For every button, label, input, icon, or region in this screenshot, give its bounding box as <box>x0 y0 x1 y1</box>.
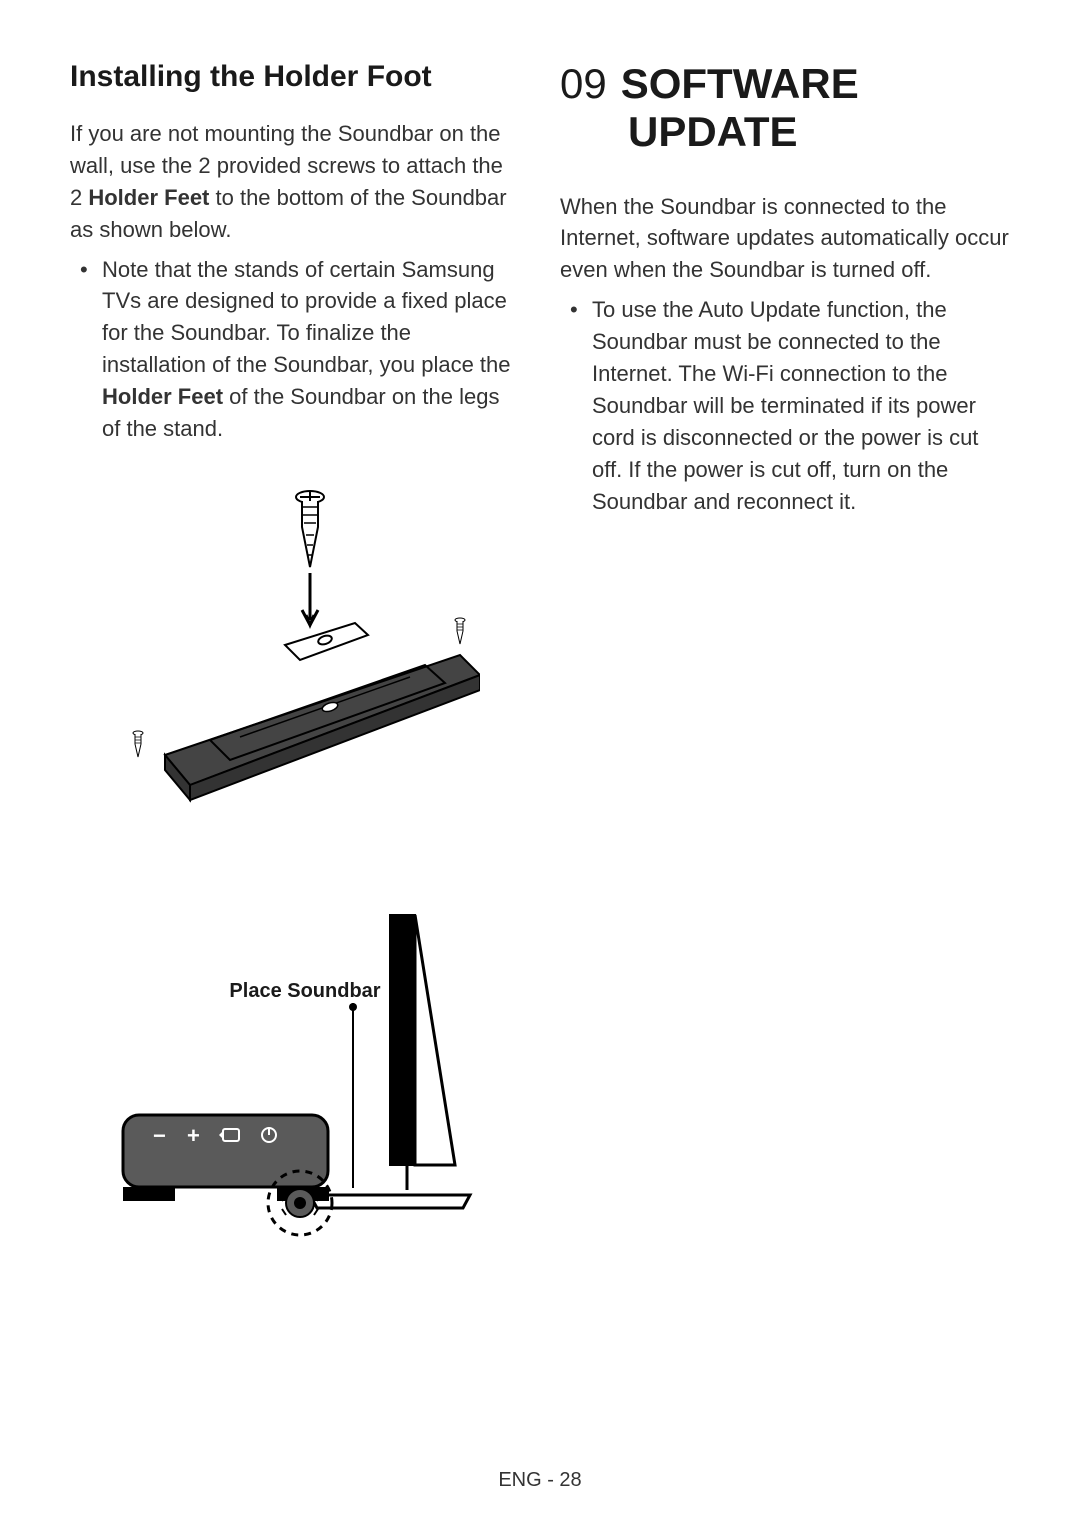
section-title-line2: UPDATE <box>628 108 1010 156</box>
list-item: To use the Auto Update function, the Sou… <box>592 294 1010 517</box>
svg-text:+: + <box>187 1123 200 1148</box>
left-column: Installing the Holder Foot If you are no… <box>70 60 520 1255</box>
leader-dot <box>349 1003 357 1011</box>
list-item: Note that the stands of certain Samsung … <box>102 254 520 445</box>
small-screw-icon <box>455 618 465 644</box>
soundbar-side-icon: − + <box>123 1115 329 1201</box>
software-update-intro: When the Soundbar is connected to the In… <box>560 191 1010 287</box>
software-update-list: To use the Auto Update function, the Sou… <box>560 294 1010 517</box>
section-number: 09 <box>560 60 607 107</box>
assembly-diagram-svg <box>110 485 480 815</box>
right-column: 09 SOFTWARE UPDATE When the Soundbar is c… <box>560 60 1010 1255</box>
placement-diagram-svg: Place Soundbar − + <box>105 905 485 1255</box>
holder-foot-list: Note that the stands of certain Samsung … <box>70 254 520 445</box>
holder-foot-intro: If you are not mounting the Soundbar on … <box>70 118 520 246</box>
screw-icon <box>296 491 324 567</box>
soundbar-underside-icon <box>165 623 480 800</box>
arrow-down-icon <box>302 573 318 625</box>
text-bold: Holder Feet <box>88 185 209 210</box>
tv-icon <box>310 915 470 1208</box>
place-soundbar-label: Place Soundbar <box>229 980 380 1002</box>
text-bold: Holder Feet <box>102 384 223 409</box>
svg-text:−: − <box>153 1123 166 1148</box>
small-screw-icon <box>133 731 143 757</box>
section-title-software-update: 09 SOFTWARE UPDATE <box>560 60 1010 157</box>
section-title-line1: SOFTWARE <box>621 60 859 107</box>
figure-holder-foot-assembly <box>70 485 520 815</box>
subheading-holder-foot: Installing the Holder Foot <box>70 60 520 94</box>
text: Note that the stands of certain Samsung … <box>102 257 511 378</box>
figure-place-soundbar: Place Soundbar − + <box>70 905 520 1255</box>
page-footer: ENG - 28 <box>0 1469 1080 1492</box>
